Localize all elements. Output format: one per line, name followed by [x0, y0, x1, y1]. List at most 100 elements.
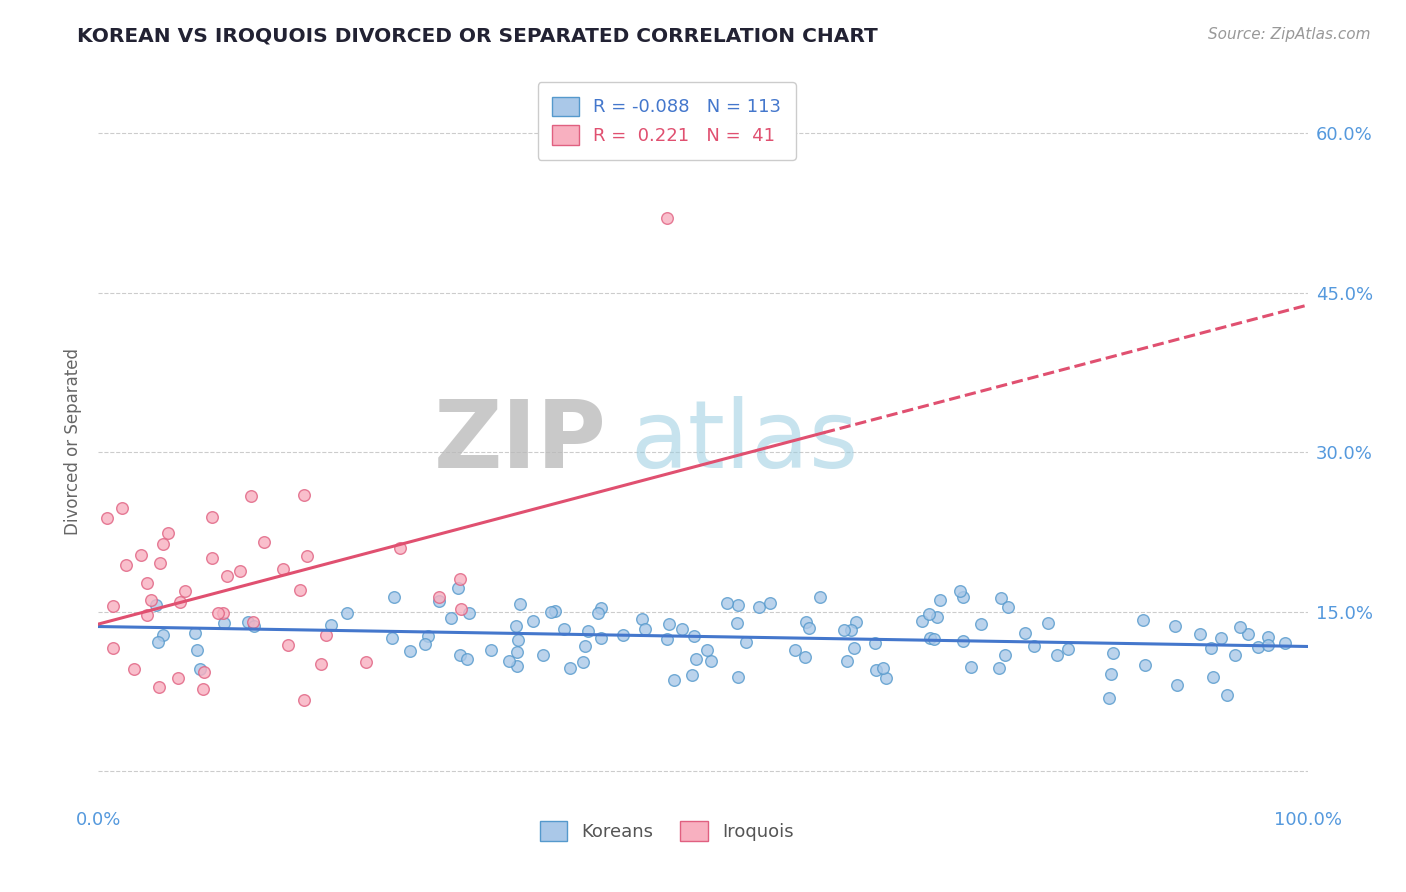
Point: [399, 644, 422, 658]
Point: [427, 591, 450, 605]
Point: [918, 607, 941, 621]
Point: [157, 526, 180, 541]
Point: [832, 624, 855, 638]
Point: [115, 558, 138, 573]
Point: [242, 615, 264, 630]
Point: [96, 511, 118, 525]
Point: [201, 510, 224, 524]
Point: [725, 616, 748, 631]
Point: [319, 618, 342, 632]
Point: [658, 617, 681, 632]
Point: [1201, 640, 1223, 655]
Point: [758, 596, 780, 610]
Point: [506, 645, 529, 659]
Point: [354, 655, 377, 669]
Text: ZIP: ZIP: [433, 395, 606, 488]
Point: [865, 663, 887, 677]
Point: [553, 622, 575, 636]
Point: [844, 641, 866, 656]
Point: [166, 671, 188, 685]
Point: [111, 500, 134, 515]
Point: [449, 572, 471, 586]
Point: [145, 598, 167, 612]
Point: [631, 612, 654, 626]
Point: [236, 615, 259, 630]
Point: [1274, 636, 1296, 650]
Point: [1201, 670, 1223, 684]
Point: [148, 635, 170, 649]
Point: [336, 606, 359, 620]
Point: [1225, 648, 1247, 662]
Point: [103, 640, 125, 655]
Point: [240, 489, 263, 503]
Point: [522, 614, 544, 628]
Point: [634, 622, 657, 636]
Point: [295, 549, 318, 563]
Point: [927, 610, 949, 624]
Point: [970, 617, 993, 632]
Point: [987, 661, 1010, 675]
Point: [1215, 688, 1237, 702]
Point: [101, 599, 124, 613]
Point: [540, 605, 562, 619]
Point: [1022, 640, 1045, 654]
Point: [911, 614, 934, 628]
Point: [808, 591, 831, 605]
Point: [997, 599, 1019, 614]
Point: [990, 591, 1012, 605]
Point: [1132, 613, 1154, 627]
Point: [1166, 678, 1188, 692]
Point: [952, 591, 974, 605]
Point: [447, 581, 470, 595]
Point: [586, 606, 609, 620]
Point: [716, 596, 738, 610]
Point: [505, 618, 527, 632]
Point: [277, 638, 299, 652]
Point: [506, 659, 529, 673]
Point: [173, 584, 195, 599]
Point: [797, 621, 820, 635]
Point: [416, 629, 439, 643]
Point: [794, 650, 817, 665]
Point: [509, 598, 531, 612]
Point: [655, 632, 678, 646]
Point: [214, 615, 236, 630]
Point: [918, 632, 941, 646]
Point: [872, 661, 894, 675]
Point: [506, 632, 529, 647]
Point: [727, 599, 749, 613]
Point: [748, 599, 770, 614]
Point: [544, 604, 567, 618]
Point: [571, 655, 593, 669]
Point: [450, 601, 472, 615]
Point: [186, 643, 208, 657]
Point: [576, 624, 599, 638]
Point: [294, 693, 316, 707]
Point: [1046, 648, 1069, 662]
Point: [1102, 646, 1125, 660]
Point: [591, 632, 613, 646]
Point: [135, 575, 157, 590]
Point: [1099, 667, 1122, 681]
Point: [839, 623, 862, 637]
Point: [215, 568, 238, 582]
Y-axis label: Divorced or Separated: Divorced or Separated: [65, 348, 83, 535]
Point: [681, 667, 703, 681]
Point: [1057, 642, 1080, 657]
Point: [589, 600, 612, 615]
Legend: Koreans, Iroquois: Koreans, Iroquois: [533, 814, 801, 848]
Point: [671, 622, 693, 636]
Point: [845, 615, 868, 629]
Point: [1237, 627, 1260, 641]
Point: [952, 634, 974, 648]
Point: [727, 670, 749, 684]
Point: [863, 636, 886, 650]
Point: [193, 681, 215, 696]
Point: [288, 583, 311, 598]
Point: [253, 535, 276, 549]
Point: [531, 648, 554, 663]
Point: [574, 639, 596, 653]
Point: [959, 660, 981, 674]
Point: [292, 488, 315, 502]
Point: [922, 632, 945, 646]
